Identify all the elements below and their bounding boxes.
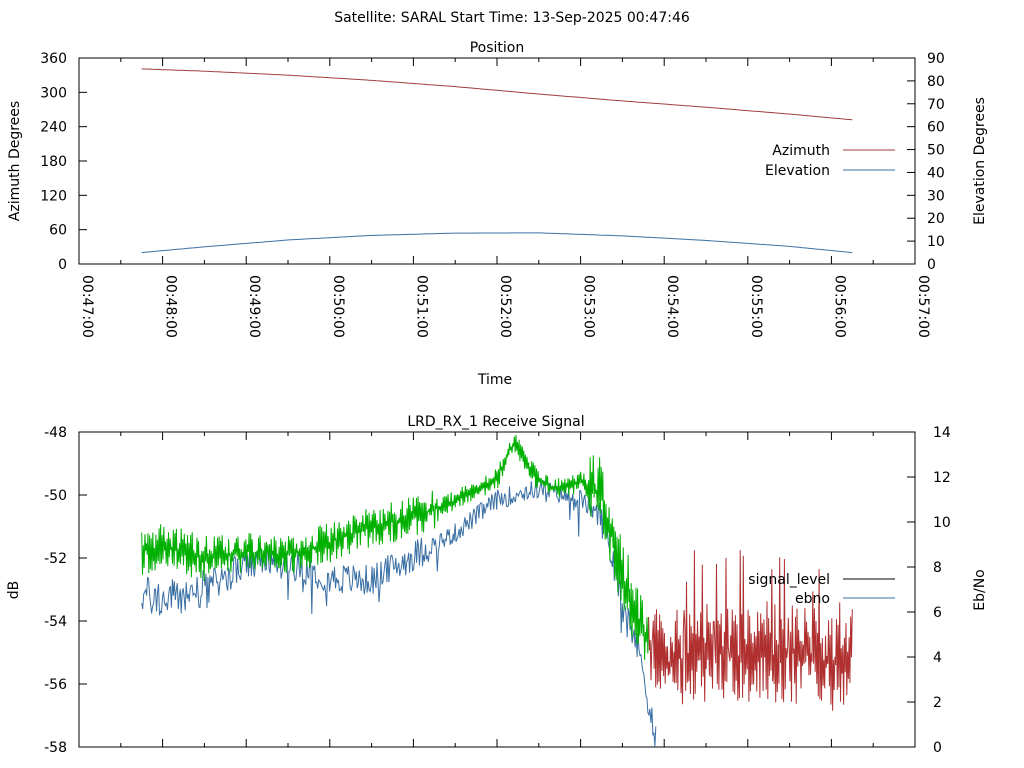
position-xtick-label: 00:53:00 [581,275,597,338]
position-legend-label: Elevation [765,163,830,179]
position-ytick-label: 60 [49,223,67,239]
signal-y2tick-label: 14 [933,425,951,441]
position-ylabel: Azimuth Degrees [7,101,23,221]
position-legend: Azimuth Elevation [765,143,895,179]
signal-chart: LRD_RX_1 Receive Signal dB Eb/No -58-56-… [6,414,988,756]
position-chart: Position Azimuth Degrees Elevation Degre… [7,40,988,388]
signal-ytick-label: -50 [44,488,67,504]
position-chart-title: Position [470,40,525,56]
position-ytick-label: 240 [40,120,67,136]
position-xtick-label: 00:52:00 [497,275,513,338]
signal-ytick-label: -48 [44,425,67,441]
position-y2tick-label: 80 [927,74,945,90]
position-y2tick-label: 60 [927,120,945,136]
signal-chart-title: LRD_RX_1 Receive Signal [407,414,584,430]
position-ticks: 0 60 120 180 240 300 360 0 10 20 30 40 50 60 70 80 90 00:… [40,51,945,338]
signal-series [141,434,853,747]
signal-y2tick-label: 8 [933,560,942,576]
signal-y2label: Eb/No [972,569,988,611]
position-series [141,68,853,254]
main-title: Satellite: SARAL Start Time: 13-Sep-2025… [334,10,690,26]
position-xtick-label: 00:48:00 [163,275,179,338]
position-series-line-azimuth [141,68,853,121]
signal-series-line-signal-level-faded [648,550,853,711]
position-y2tick-label: 0 [927,257,936,273]
signal-legend-label: signal_level [748,572,830,588]
position-xtick-label: 00:49:00 [246,275,262,338]
signal-y2tick-label: 0 [933,740,942,756]
position-y2tick-label: 90 [927,51,945,67]
position-y2tick-label: 10 [927,234,945,250]
position-y2tick-label: 70 [927,97,945,113]
position-xlabel: Time [477,372,512,388]
position-ytick-label: 300 [40,85,67,101]
signal-y2tick-label: 12 [933,470,951,486]
position-xtick-label: 00:55:00 [748,275,764,338]
signal-ylabel: dB [6,581,22,600]
signal-y2tick-label: 6 [933,605,942,621]
position-legend-label: Azimuth [772,143,830,159]
signal-ytick-label: -58 [44,740,67,756]
signal-y2tick-label: 4 [933,650,942,666]
position-ytick-label: 180 [40,154,67,170]
position-xtick-label: 00:51:00 [413,275,429,338]
position-ytick-label: 0 [58,257,67,273]
position-xtick-label: 00:50:00 [330,275,346,338]
signal-ytick-label: -54 [44,614,67,630]
position-y2tick-label: 30 [927,188,945,204]
position-y2tick-label: 20 [927,211,945,227]
position-series-line-elevation [141,232,853,254]
position-xtick-label: 00:47:00 [79,275,95,338]
signal-legend-label: ebno [795,591,830,607]
position-y2tick-label: 40 [927,165,945,181]
signal-y2tick-label: 10 [933,515,951,531]
position-y2tick-label: 50 [927,143,945,159]
signal-ticks: -58 -56 -54 -52 -50 -48 0 2 4 6 8 10 12 14 [44,425,951,756]
position-ytick-label: 120 [40,188,67,204]
signal-series-line-signal-level [141,434,650,660]
position-ytick-label: 360 [40,51,67,67]
signal-series-line-ebno [141,479,657,747]
position-y2label: Elevation Degrees [972,97,988,225]
position-xtick-label: 00:57:00 [915,275,931,338]
signal-ytick-label: -52 [44,551,67,567]
position-xtick-label: 00:56:00 [831,275,847,338]
signal-y2tick-label: 2 [933,695,942,711]
signal-ytick-label: -56 [44,677,67,693]
position-xtick-label: 00:54:00 [664,275,680,338]
